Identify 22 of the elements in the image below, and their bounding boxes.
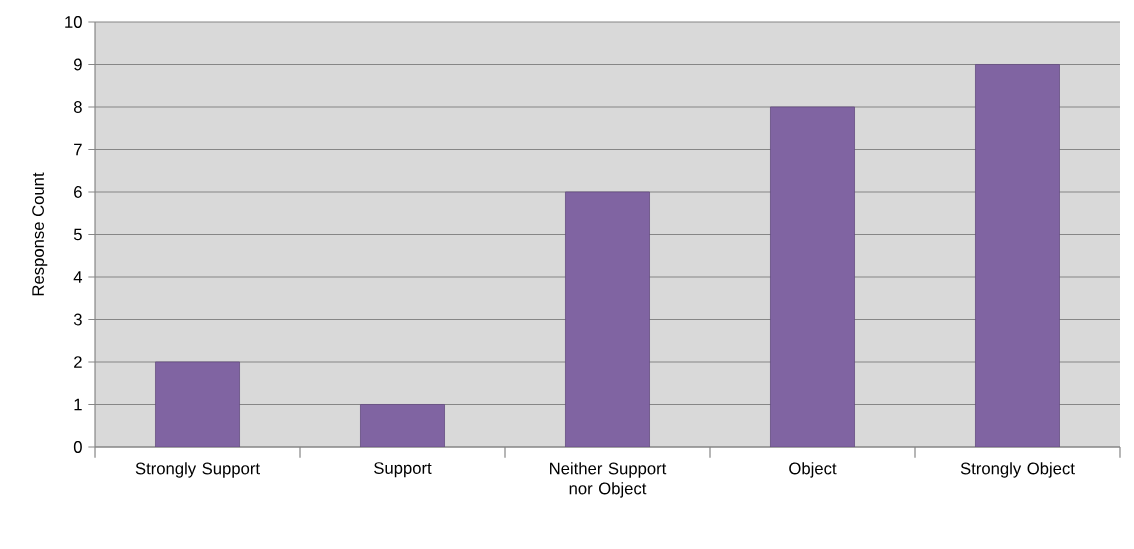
y-tick-label: 5	[73, 228, 82, 241]
y-axis-title: Response Count	[32, 172, 48, 296]
bar	[155, 361, 240, 447]
y-tick-label: 10	[65, 16, 82, 28]
y-tick-label: 6	[74, 186, 82, 198]
bar	[360, 404, 445, 447]
y-tick-label: 8	[73, 101, 82, 113]
y-tick-label: 9	[74, 58, 82, 71]
x-tick-label: Neither Support nor Object	[550, 462, 667, 498]
x-tick-label: Object	[789, 462, 837, 478]
bar	[565, 191, 650, 447]
x-tick-label: Support	[374, 462, 432, 478]
y-tick-label: 0	[73, 441, 82, 453]
y-tick-label: 2	[74, 356, 82, 368]
x-tick-label: Strongly Object	[960, 462, 1075, 478]
bar	[975, 64, 1060, 447]
y-tick-label: 1	[74, 398, 82, 411]
x-tick-label: Strongly Support	[135, 462, 260, 478]
y-tick-label: 4	[73, 271, 83, 283]
bar	[770, 106, 855, 447]
y-tick-label: 7	[74, 143, 82, 156]
y-tick-label: 3	[73, 313, 82, 326]
